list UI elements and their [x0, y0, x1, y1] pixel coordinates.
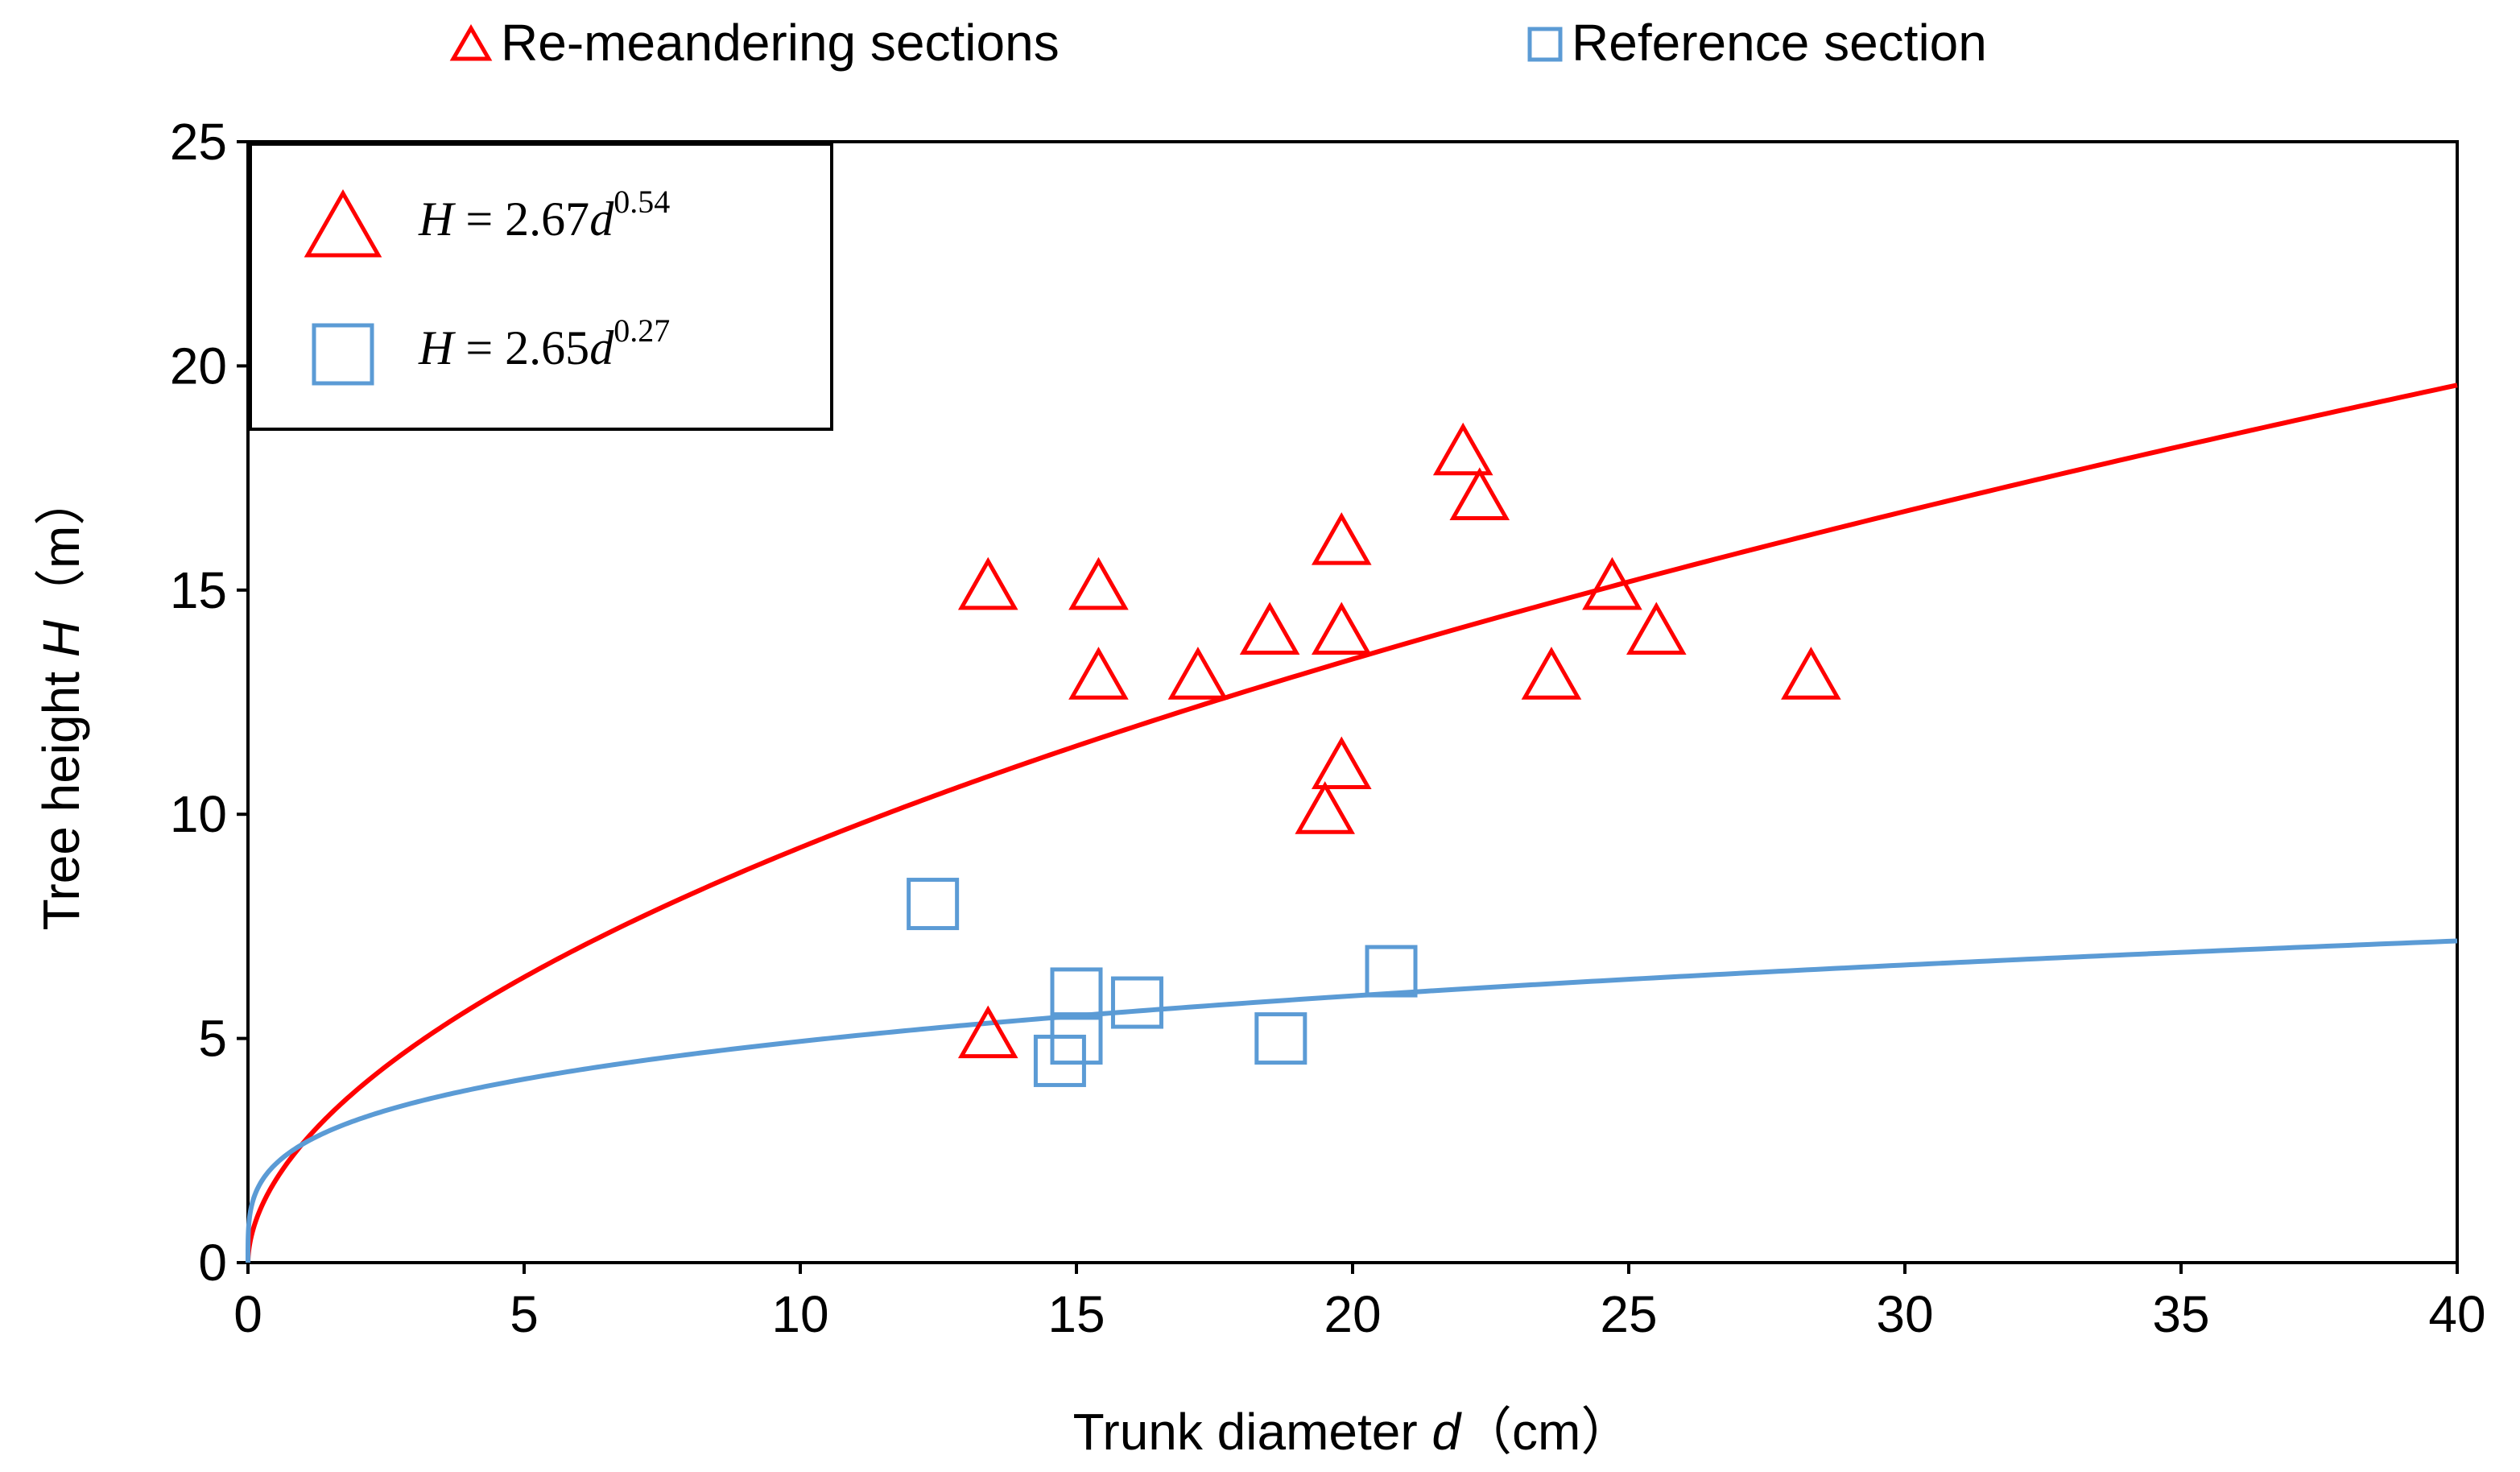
x-axis: 0 5 10 15 20 25 30 35 40	[233, 1263, 2486, 1343]
top-legend: Re-meandering sections Reference section	[449, 14, 1987, 72]
equation-legend-box	[249, 143, 833, 431]
y-tick-label: 0	[198, 1234, 227, 1292]
point-triangle	[1781, 647, 1841, 700]
point-square	[1050, 967, 1103, 1020]
point-triangle	[1311, 602, 1372, 655]
point-triangle	[1167, 647, 1229, 700]
fit-curve-reference	[246, 938, 2458, 1263]
legend-triangle-icon	[449, 24, 493, 61]
point-triangle	[1521, 647, 1582, 700]
equation-legend: H = 2.67d0.54 H = 2.65d0.27	[249, 143, 833, 431]
point-triangle	[1068, 556, 1129, 610]
x-tick-label: 10	[771, 1285, 828, 1343]
y-tick-label: 10	[170, 785, 227, 843]
y-axis: 0 5 10 15 20 25	[170, 113, 248, 1292]
x-tick-label: 25	[1600, 1285, 1657, 1343]
point-triangle	[957, 1005, 1018, 1059]
equation-square-icon	[312, 323, 374, 386]
fit-curve-remeandering	[246, 382, 2458, 1263]
x-axis-title: Trunk diameter d（cm）	[1073, 1403, 1633, 1461]
point-square	[1110, 976, 1163, 1029]
x-tick-label: 20	[1324, 1285, 1381, 1343]
equation-remeandering: H = 2.67d0.54	[418, 184, 670, 246]
point-square	[907, 878, 960, 931]
point-triangle	[1449, 467, 1510, 520]
point-triangle	[1311, 512, 1372, 565]
point-triangle	[1311, 736, 1372, 790]
x-tick-label: 35	[2152, 1285, 2209, 1343]
x-tick-label: 5	[510, 1285, 539, 1343]
point-triangle	[1295, 781, 1355, 834]
point-square	[1033, 1034, 1086, 1087]
legend-label-remeandering: Re-meandering sections	[501, 14, 1060, 72]
legend-label-reference: Reference section	[1572, 14, 1987, 72]
point-square	[1254, 1012, 1308, 1065]
legend-square-icon	[1527, 27, 1563, 62]
data-points	[907, 422, 1841, 1087]
equation-reference: H = 2.65d0.27	[418, 312, 670, 374]
point-triangle	[1068, 647, 1129, 700]
point-triangle	[957, 556, 1018, 610]
equation-triangle-icon	[304, 188, 382, 258]
point-triangle	[1582, 556, 1642, 610]
point-triangle	[1432, 422, 1493, 476]
y-axis-title: Tree height H（m）	[32, 474, 90, 931]
point-triangle	[1626, 602, 1687, 655]
x-tick-label: 30	[1876, 1285, 1933, 1343]
x-tick-label: 15	[1047, 1285, 1105, 1343]
x-tick-label: 0	[233, 1285, 262, 1343]
y-tick-label: 20	[170, 337, 227, 395]
point-triangle	[1239, 602, 1300, 655]
x-tick-label: 40	[2428, 1285, 2485, 1343]
y-tick-label: 5	[198, 1010, 227, 1068]
y-tick-label: 15	[170, 561, 227, 619]
y-tick-label: 25	[170, 113, 227, 171]
point-square	[1365, 945, 1418, 998]
